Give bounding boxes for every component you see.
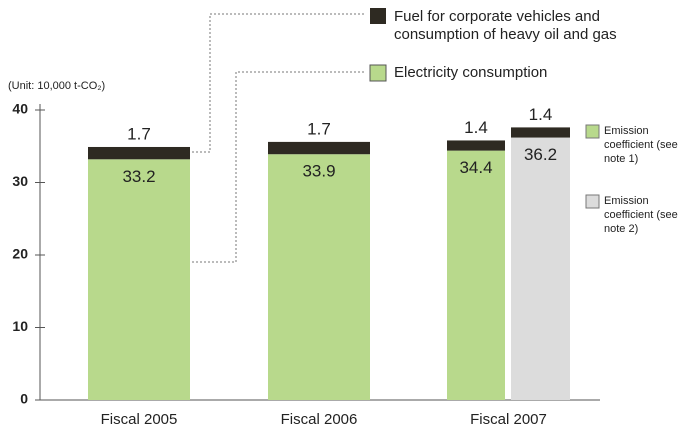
bar-segment (268, 141, 370, 155)
leader-line (192, 71, 365, 263)
bar-segment (447, 140, 505, 151)
value-label: 1.7 (307, 119, 331, 138)
legend-label: Fuel for corporate vehicles and consumpt… (394, 8, 617, 43)
x-tick-label: Fiscal 2006 (281, 411, 358, 428)
bar-segment (447, 150, 505, 400)
bar-segment (511, 127, 570, 138)
y-tick-label: 0 (20, 391, 28, 407)
legend-swatch (369, 64, 387, 82)
note-swatch (585, 124, 600, 139)
value-label: 1.4 (464, 118, 488, 137)
y-tick-label: 30 (12, 173, 28, 189)
y-tick-label: 10 (12, 318, 28, 334)
legend-label: Electricity consumption (394, 64, 548, 81)
value-label: 36.2 (524, 145, 557, 164)
leader-line (192, 13, 365, 153)
bar-segment (268, 154, 370, 400)
y-tick-label: 20 (12, 246, 28, 262)
y-tick-label: 40 (12, 101, 28, 117)
value-label: 34.4 (459, 158, 492, 177)
value-label: 33.9 (302, 162, 335, 181)
note-label: Emission coefficient (see note 1) (604, 125, 678, 165)
value-label: 1.4 (529, 105, 553, 124)
value-label: 1.7 (127, 124, 151, 143)
bar-segment (88, 146, 190, 160)
note-swatch (585, 194, 600, 209)
note-label: Emission coefficient (see note 2) (604, 195, 678, 235)
x-tick-label: Fiscal 2007 (470, 411, 547, 428)
value-label: 33.2 (122, 167, 155, 186)
x-tick-label: Fiscal 2005 (101, 411, 178, 428)
bar-segment (511, 137, 570, 401)
bar-segment (88, 159, 190, 400)
unit-label: (Unit: 10,000 t-CO₂) (8, 80, 105, 92)
legend-swatch (370, 8, 386, 24)
